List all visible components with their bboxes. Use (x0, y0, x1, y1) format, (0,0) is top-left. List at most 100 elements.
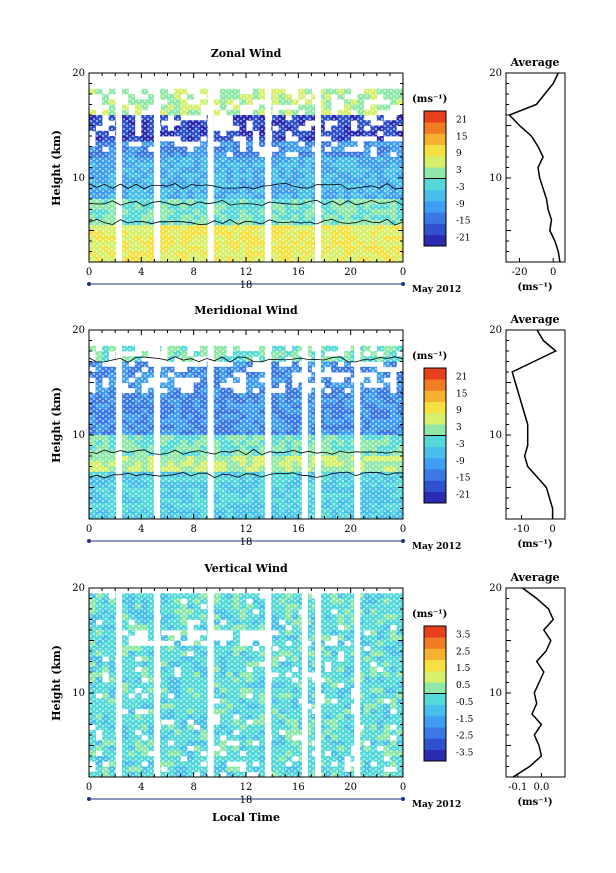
zonal-x-tick-label: 20 (344, 267, 357, 278)
zonal-profile-y-label: 10 (489, 173, 502, 184)
vertical-colorbar-segment (424, 671, 446, 683)
zonal-day-marker (401, 282, 405, 286)
meridional-colorbar-tick-label: 15 (456, 389, 468, 399)
zonal-x-tick-label: 8 (190, 267, 196, 278)
meridional-profile-frame (505, 329, 566, 520)
meridional-data-gap (301, 330, 308, 519)
zonal-colorbar-tick-label: 21 (456, 115, 467, 125)
zonal-colorbar-segment (424, 189, 446, 202)
vertical-speckle-overlay (89, 588, 403, 777)
vertical-colorbar-segment (424, 637, 446, 649)
vertical-x-tick-label: 12 (240, 782, 253, 793)
meridional-contour-line (88, 448, 404, 456)
vertical-data-gap (354, 588, 361, 777)
meridional-data-gap (354, 330, 361, 519)
meridional-data-gap (116, 330, 123, 519)
meridional-contour-line (88, 356, 404, 363)
vertical-date-label: May 2012 (412, 800, 461, 810)
zonal-colorbar: 21 15 9 3 -3 -9 -15 -21 (423, 110, 471, 247)
meridional-x-tick-label: 4 (138, 524, 144, 535)
vertical-colorbar-tick-label: 0.5 (456, 681, 471, 691)
meridional-colorbar-tick-label: 3 (456, 423, 462, 433)
meridional-title: Meridional Wind (194, 304, 298, 317)
zonal-colorbar-segment (424, 156, 446, 168)
vertical-colorbar-tick-label: -3.5 (456, 749, 474, 759)
vertical-wind-panel: Vertical Wind 0 4 8 12 16 20 0 20 10 Height (km)… (50, 562, 566, 824)
zonal-y-tick-label: 20 (72, 68, 85, 79)
meridional-heatmap (88, 330, 404, 520)
zonal-colorbar-segment (424, 122, 446, 134)
vertical-colorbar-tick-label: -2.5 (456, 732, 474, 742)
meridional-x-tick-label: 12 (240, 524, 253, 535)
zonal-colorbar-segment (424, 144, 446, 157)
meridional-colorbar: 21 15 9 3 -3 -9 -15 -21 (423, 367, 471, 504)
vertical-x-tick-label: 0 (400, 782, 406, 793)
vertical-colorbar-unit: (ms⁻¹) (412, 609, 447, 620)
vertical-colorbar-segment (424, 738, 446, 751)
vertical-colorbar-segment (424, 749, 446, 762)
zonal-profile-unit: (ms⁻¹) (517, 282, 552, 293)
zonal-day-marker (87, 282, 91, 286)
vertical-data-gap (265, 588, 272, 777)
zonal-contour-line (88, 199, 404, 207)
vertical-data-gap (301, 588, 308, 777)
zonal-data-gap (154, 73, 160, 262)
zonal-y-tick-label: 10 (72, 173, 85, 184)
meridional-colorbar-segment (424, 491, 446, 504)
vertical-colorbar-segment (424, 648, 446, 661)
vertical-day-label: 18 (240, 795, 253, 806)
vertical-colorbar-tick-label: 1.5 (456, 664, 471, 674)
vertical-profile-y-label: 10 (489, 688, 502, 699)
zonal-heatmap (88, 73, 404, 263)
zonal-data-gap (265, 73, 272, 262)
meridional-wind-panel: Meridional Wind 0 4 8 12 16 20 0 20 10 Height (k… (50, 304, 566, 552)
meridional-colorbar-unit: (ms⁻¹) (412, 351, 447, 362)
zonal-contour-line (88, 182, 404, 190)
meridional-data-gap (265, 330, 272, 519)
zonal-title: Zonal Wind (211, 47, 282, 60)
vertical-y-tick-label: 20 (72, 583, 85, 594)
zonal-colorbar-tick-label: -9 (456, 200, 465, 210)
vertical-profile-unit: (ms⁻¹) (517, 797, 552, 808)
meridional-profile-unit: (ms⁻¹) (517, 539, 552, 550)
zonal-y-label: Height (km) (50, 130, 63, 206)
vertical-colorbar-tick-label: 3.5 (456, 630, 471, 640)
zonal-data-gap (315, 73, 321, 262)
vertical-colorbar-segment (424, 727, 446, 739)
vertical-axes: 0 4 8 12 16 20 0 20 10 (72, 583, 406, 801)
vertical-data-gap (207, 588, 214, 777)
zonal-speckle-overlay (89, 73, 403, 262)
zonal-axes: 0 4 8 12 16 20 0 20 10 (72, 68, 406, 286)
vertical-x-tick-label: 8 (190, 782, 196, 793)
vertical-x-label: Local Time (212, 811, 280, 824)
vertical-colorbar: 3.5 2.5 1.5 0.5 -0.5 -1.5 -2.5 -3.5 (423, 625, 474, 762)
zonal-contour-line (88, 218, 404, 226)
zonal-colorbar-tick-label: 3 (456, 166, 462, 176)
vertical-heatmap (89, 588, 404, 778)
vertical-profile-title: Average (509, 571, 559, 584)
meridional-x-tick-label: 8 (190, 524, 196, 535)
meridional-colorbar-segment (424, 446, 446, 459)
meridional-colorbar-tick-label: 9 (456, 406, 462, 416)
meridional-colorbar-segment (424, 413, 446, 425)
meridional-data-gap (154, 330, 160, 519)
meridional-axes: 0 4 8 12 16 20 0 20 10 (72, 325, 406, 543)
vertical-day-marker (87, 797, 91, 801)
zonal-colorbar-segment (424, 223, 446, 236)
zonal-data-gap (207, 73, 214, 262)
vertical-colorbar-tick-label: -0.5 (456, 698, 474, 708)
zonal-profile-y-label: 20 (489, 68, 502, 79)
vertical-x-tick-label: 20 (344, 782, 357, 793)
zonal-profile-line (508, 72, 561, 263)
meridional-y-label: Height (km) (50, 387, 63, 463)
meridional-x-tick-label: 16 (292, 524, 305, 535)
vertical-day-marker (401, 797, 405, 801)
zonal-x-tick-label: 4 (138, 267, 144, 278)
zonal-colorbar-segment (424, 133, 446, 146)
meridional-colorbar-segment (424, 401, 446, 414)
zonal-colorbar-tick-label: 15 (456, 132, 468, 142)
meridional-colorbar-segment (424, 379, 446, 391)
meridional-colorbar-segment (424, 469, 446, 481)
meridional-colorbar-segment (424, 368, 446, 380)
zonal-profile: -20 0 20 10 (489, 68, 561, 278)
